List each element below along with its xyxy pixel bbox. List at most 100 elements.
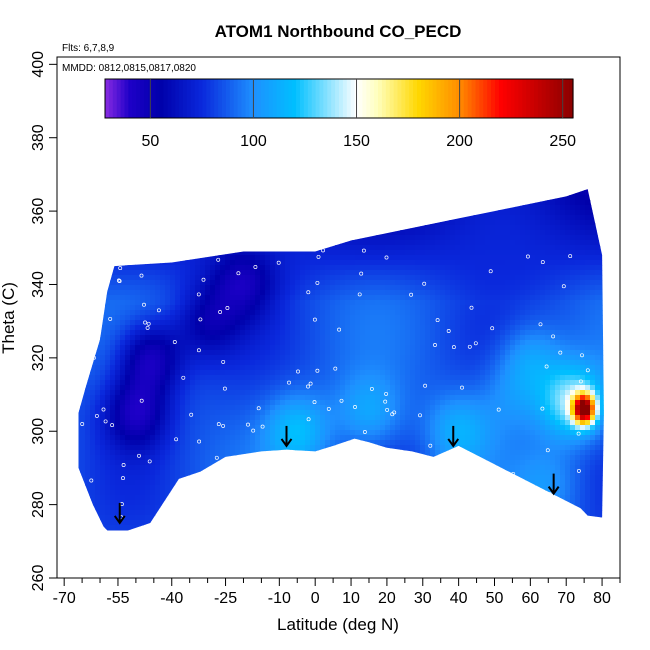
heatmap-cell xyxy=(220,255,226,261)
heatmap-cell xyxy=(230,350,236,356)
heatmap-cell xyxy=(370,380,376,386)
heatmap-cell xyxy=(400,315,406,321)
heatmap-cell xyxy=(80,370,86,376)
heatmap-cell xyxy=(165,325,171,331)
heatmap-cell xyxy=(255,495,261,501)
heatmap-cell xyxy=(105,490,111,496)
heatmap-cell xyxy=(325,315,331,321)
heatmap-cell xyxy=(215,430,221,436)
heatmap-cell xyxy=(385,265,391,271)
chart-title: ATOM1 Northbound CO_PECD xyxy=(215,22,462,41)
heatmap-cell xyxy=(260,290,266,296)
heatmap-cell xyxy=(315,485,321,491)
heatmap-cell xyxy=(115,330,121,336)
heatmap-cell xyxy=(85,360,91,366)
heatmap-cell xyxy=(220,505,226,511)
heatmap-cell xyxy=(120,485,126,491)
heatmap-cell xyxy=(225,330,231,336)
heatmap-cell xyxy=(340,470,346,476)
heatmap-cell xyxy=(185,330,191,336)
heatmap-cell xyxy=(365,520,371,526)
heatmap-cell xyxy=(180,440,186,446)
heatmap-cell xyxy=(260,350,266,356)
heatmap-cell xyxy=(395,220,401,226)
heatmap-cell xyxy=(315,285,321,291)
heatmap-cell xyxy=(180,520,186,526)
heatmap-cell xyxy=(70,235,76,241)
heatmap-cell xyxy=(70,365,76,371)
heatmap-cell xyxy=(170,245,176,251)
heatmap-cell xyxy=(265,285,271,291)
heatmap-cell xyxy=(340,475,346,481)
heatmap-cell xyxy=(180,275,186,281)
heatmap-cell xyxy=(205,210,211,216)
heatmap-cell xyxy=(345,300,351,306)
heatmap-cell xyxy=(345,310,351,316)
heatmap-cell xyxy=(110,250,116,256)
heatmap-cell xyxy=(220,395,226,401)
heatmap-cell xyxy=(125,410,131,416)
heatmap-cell xyxy=(395,340,401,346)
heatmap-cell xyxy=(315,380,321,386)
heatmap-cell xyxy=(275,420,281,426)
heatmap-cell xyxy=(255,350,261,356)
heatmap-cell xyxy=(270,335,276,341)
heatmap-cell xyxy=(340,410,346,416)
heatmap-cell xyxy=(285,270,291,276)
heatmap-cell xyxy=(70,220,76,226)
heatmap-cell xyxy=(275,490,281,496)
heatmap-cell xyxy=(345,500,351,506)
heatmap-cell xyxy=(350,445,356,451)
heatmap-cell xyxy=(340,200,346,206)
heatmap-cell xyxy=(410,320,416,326)
heatmap-cell xyxy=(115,189,121,191)
heatmap-cell xyxy=(150,480,156,486)
heatmap-cell xyxy=(205,350,211,356)
heatmap-cell xyxy=(205,455,211,461)
heatmap-cell xyxy=(265,195,271,201)
heatmap-cell xyxy=(230,235,236,241)
heatmap-cell xyxy=(105,425,111,431)
heatmap-cell xyxy=(335,460,341,466)
heatmap-cell xyxy=(130,310,136,316)
heatmap-cell xyxy=(165,360,171,366)
heatmap-cell xyxy=(110,405,116,411)
heatmap-cell xyxy=(410,370,416,376)
heatmap-cell xyxy=(335,400,341,406)
heatmap-cell xyxy=(135,290,141,296)
heatmap-cell xyxy=(315,410,321,416)
heatmap-cell xyxy=(185,485,191,491)
heatmap-cell xyxy=(95,345,101,351)
heatmap-cell xyxy=(120,525,126,531)
heatmap-cell xyxy=(135,310,141,316)
heatmap-cell xyxy=(400,390,406,396)
heatmap-cell xyxy=(175,280,181,286)
heatmap-cell xyxy=(240,515,246,521)
heatmap-cell xyxy=(250,215,256,221)
heatmap-cell xyxy=(155,400,161,406)
heatmap-cell xyxy=(335,485,341,491)
heatmap-cell xyxy=(375,495,381,501)
heatmap-cell xyxy=(360,510,366,516)
heatmap-cell xyxy=(215,485,221,491)
heatmap-cell xyxy=(365,390,371,396)
heatmap-cell xyxy=(275,190,281,196)
heatmap-cell xyxy=(320,250,326,256)
heatmap-cell xyxy=(415,470,421,476)
heatmap-cell xyxy=(295,445,301,451)
heatmap-cell xyxy=(180,415,186,421)
heatmap-cell xyxy=(125,455,131,461)
heatmap-cell xyxy=(85,270,91,276)
heatmap-cell xyxy=(400,435,406,441)
heatmap-cell xyxy=(175,420,181,426)
heatmap-cell xyxy=(320,375,326,381)
heatmap-cell xyxy=(310,485,316,491)
heatmap-cell xyxy=(415,205,421,211)
heatmap-cell xyxy=(260,215,266,221)
heatmap-cell xyxy=(330,515,336,521)
heatmap-cell xyxy=(410,460,416,466)
heatmap-cell xyxy=(85,325,91,331)
heatmap-cell xyxy=(355,350,361,356)
heatmap-cell xyxy=(185,500,191,506)
heatmap-cell xyxy=(245,195,251,201)
